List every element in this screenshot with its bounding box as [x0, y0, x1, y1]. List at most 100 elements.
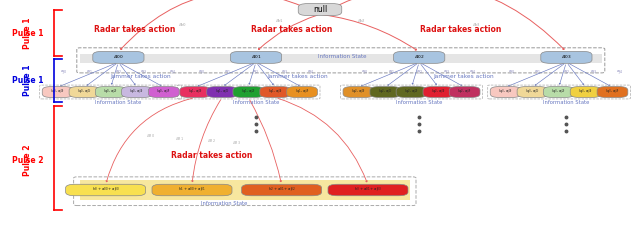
FancyBboxPatch shape: [260, 87, 291, 98]
FancyBboxPatch shape: [543, 87, 574, 98]
Text: $\mathit{a_{j2}}$: $\mathit{a_{j2}}$: [563, 69, 570, 77]
Text: $\mathit{a_{j4}}$: $\mathit{a_{j4}}$: [468, 69, 476, 77]
Text: $\mathit{a_{j0}}$: $\mathit{a_{j0}}$: [508, 69, 516, 77]
Text: $\mathit{a_{R1}}$: $\mathit{a_{R1}}$: [175, 135, 184, 143]
Text: $\mathit{a_{R0}}$: $\mathit{a_{R0}}$: [146, 132, 155, 140]
FancyBboxPatch shape: [80, 180, 410, 200]
FancyBboxPatch shape: [152, 184, 232, 196]
FancyBboxPatch shape: [396, 87, 427, 98]
Text: $\mathit{(q_2,a_{j4})}$: $\mathit{(q_2,a_{j4})}$: [457, 87, 472, 97]
FancyBboxPatch shape: [423, 87, 454, 98]
Text: $\mathit{h_{0}+a_{00}+a_{j00}}$: $\mathit{h_{0}+a_{00}+a_{j00}}$: [92, 185, 120, 195]
Text: $\mathit{(q_0,a_{j4})}$: $\mathit{(q_0,a_{j4})}$: [156, 87, 172, 97]
Text: $\mathit{a_{j4}}$: $\mathit{a_{j4}}$: [616, 69, 623, 77]
Text: $\mathit{a_{r3}}$: $\mathit{a_{r3}}$: [472, 21, 481, 29]
Text: $\mathit{(q_1,a_{j1})}$: $\mathit{(q_1,a_{j1})}$: [214, 87, 230, 97]
Text: Pulse 1: Pulse 1: [23, 18, 32, 49]
FancyBboxPatch shape: [328, 184, 408, 196]
FancyBboxPatch shape: [69, 87, 100, 98]
Text: $\mathit{a_{R2}}$: $\mathit{a_{R2}}$: [207, 137, 216, 145]
Text: $\mathit{a_{j3}}$: $\mathit{a_{j3}}$: [590, 69, 598, 77]
Text: $\mathit{(q_3,a_{j4})}$: $\mathit{(q_3,a_{j4})}$: [605, 87, 620, 97]
Text: $\mathit{(q_2,a_{j1})}$: $\mathit{(q_2,a_{j1})}$: [378, 87, 393, 97]
Text: $\mathit{h_{2}+a_{01}+a_{j02}}$: $\mathit{h_{2}+a_{01}+a_{j02}}$: [268, 185, 296, 195]
Text: Jammer takes action: Jammer takes action: [268, 74, 328, 79]
FancyBboxPatch shape: [233, 87, 264, 98]
Text: $\mathit{a_{j1}}$: $\mathit{a_{j1}}$: [534, 69, 541, 77]
Text: $\mathit{(q_0,a_{j1})}$: $\mathit{(q_0,a_{j1})}$: [77, 87, 92, 97]
Text: $\mathit{(q_1,a_{j4})}$: $\mathit{(q_1,a_{j4})}$: [294, 87, 310, 97]
Text: $\mathit{(q_0,a_{j0})}$: $\mathit{(q_0,a_{j0})}$: [50, 87, 65, 97]
Text: $\mathit{a_{j3}}$: $\mathit{a_{j3}}$: [280, 69, 288, 77]
Text: $\mathit{a_{j1}}$: $\mathit{a_{j1}}$: [388, 69, 396, 77]
Text: $\mathit{(q_1,a_{j3})}$: $\mathit{(q_1,a_{j3})}$: [268, 87, 283, 97]
FancyBboxPatch shape: [95, 87, 126, 98]
Text: Pulse 2: Pulse 2: [12, 156, 44, 165]
FancyBboxPatch shape: [370, 87, 401, 98]
FancyBboxPatch shape: [180, 87, 211, 98]
Text: $\mathit{(q_3,a_{j0})}$: $\mathit{(q_3,a_{j0})}$: [498, 87, 513, 97]
Text: Radar takes action: Radar takes action: [170, 151, 252, 160]
Text: $\mathit{a_{r0}}$: $\mathit{a_{r0}}$: [178, 21, 187, 29]
Text: $\mathit{a_{02}}$: $\mathit{a_{02}}$: [413, 53, 425, 61]
Text: $\mathit{a_{j4}}$: $\mathit{a_{j4}}$: [307, 69, 314, 77]
Text: $\mathit{a_{R3}}$: $\mathit{a_{R3}}$: [232, 139, 241, 147]
Text: Information State: Information State: [95, 100, 141, 104]
Text: $\mathit{(q_3,a_{j2})}$: $\mathit{(q_3,a_{j2})}$: [551, 87, 566, 97]
FancyBboxPatch shape: [570, 87, 601, 98]
FancyBboxPatch shape: [394, 51, 445, 63]
Text: $\mathit{(q_0,a_{j2})}$: $\mathit{(q_0,a_{j2})}$: [103, 87, 118, 97]
FancyBboxPatch shape: [287, 87, 317, 98]
FancyBboxPatch shape: [541, 51, 592, 63]
FancyBboxPatch shape: [230, 51, 282, 63]
Text: $\mathit{(q_2,a_{j2})}$: $\mathit{(q_2,a_{j2})}$: [404, 87, 419, 97]
Text: $\mathit{a_{j1}}$: $\mathit{a_{j1}}$: [86, 69, 93, 77]
Text: $\mathit{a_{01}}$: $\mathit{a_{01}}$: [250, 53, 262, 61]
Text: Information State: Information State: [318, 54, 367, 59]
Text: $\mathit{a_{j3}}$: $\mathit{a_{j3}}$: [443, 69, 451, 77]
Text: Information State: Information State: [396, 100, 442, 104]
FancyBboxPatch shape: [517, 87, 548, 98]
Text: null: null: [313, 5, 327, 14]
FancyBboxPatch shape: [298, 4, 342, 16]
Text: $\mathit{a_{r1}}$: $\mathit{a_{r1}}$: [275, 17, 284, 25]
Text: $\mathit{(q_3,a_{j3})}$: $\mathit{(q_3,a_{j3})}$: [578, 87, 593, 97]
FancyBboxPatch shape: [80, 54, 602, 63]
Text: $\mathit{a_{03}}$: $\mathit{a_{03}}$: [561, 53, 572, 61]
Text: Pulse 1: Pulse 1: [23, 64, 32, 96]
Text: $\mathit{a_{j0}}$: $\mathit{a_{j0}}$: [198, 69, 205, 77]
Text: $\mathit{a_{r2}}$: $\mathit{a_{r2}}$: [357, 17, 366, 25]
Text: Radar takes action: Radar takes action: [93, 25, 175, 34]
Text: $\mathit{a_{j4}}$: $\mathit{a_{j4}}$: [169, 69, 177, 77]
FancyBboxPatch shape: [42, 87, 73, 98]
Text: $\mathit{a_{00}}$: $\mathit{a_{00}}$: [113, 53, 124, 61]
Text: $\mathit{(q_0,a_{j3})}$: $\mathit{(q_0,a_{j3})}$: [129, 87, 145, 97]
Text: Radar takes action: Radar takes action: [420, 25, 502, 34]
FancyBboxPatch shape: [242, 184, 321, 196]
Text: $\mathit{a_{j0}}$: $\mathit{a_{j0}}$: [361, 69, 369, 77]
Text: $\mathit{a_{j2}}$: $\mathit{a_{j2}}$: [252, 69, 260, 77]
Text: Information State: Information State: [543, 100, 589, 104]
FancyBboxPatch shape: [66, 184, 146, 196]
Text: $\mathit{a_{j2}}$: $\mathit{a_{j2}}$: [115, 69, 122, 77]
FancyBboxPatch shape: [93, 51, 144, 63]
Text: $\mathit{a_{j3}}$: $\mathit{a_{j3}}$: [140, 69, 148, 77]
Text: Information State: Information State: [233, 100, 279, 104]
FancyBboxPatch shape: [122, 87, 152, 98]
Text: $\mathit{h_{1}+a_{00}+a_{j01}}$: $\mathit{h_{1}+a_{00}+a_{j01}}$: [178, 185, 206, 195]
Text: $\mathit{a_{j0}}$: $\mathit{a_{j0}}$: [60, 69, 68, 77]
FancyBboxPatch shape: [343, 87, 374, 98]
FancyBboxPatch shape: [449, 87, 480, 98]
FancyBboxPatch shape: [490, 87, 521, 98]
Text: Jammer takes action: Jammer takes action: [111, 74, 171, 79]
Text: Jammer takes action: Jammer takes action: [434, 74, 494, 79]
FancyBboxPatch shape: [207, 87, 237, 98]
Text: Information State: Information State: [201, 201, 247, 206]
Text: Pulse 1: Pulse 1: [12, 29, 44, 38]
FancyBboxPatch shape: [148, 87, 179, 98]
Text: $\mathit{a_{j1}}$: $\mathit{a_{j1}}$: [224, 69, 232, 77]
Text: $\mathit{(q_1,a_{j0})}$: $\mathit{(q_1,a_{j0})}$: [188, 87, 203, 97]
Text: $\mathit{(q_3,a_{j1})}$: $\mathit{(q_3,a_{j1})}$: [525, 87, 540, 97]
Text: $\mathit{a_{j2}}$: $\mathit{a_{j2}}$: [415, 69, 423, 77]
Text: Pulse 1: Pulse 1: [12, 76, 44, 85]
